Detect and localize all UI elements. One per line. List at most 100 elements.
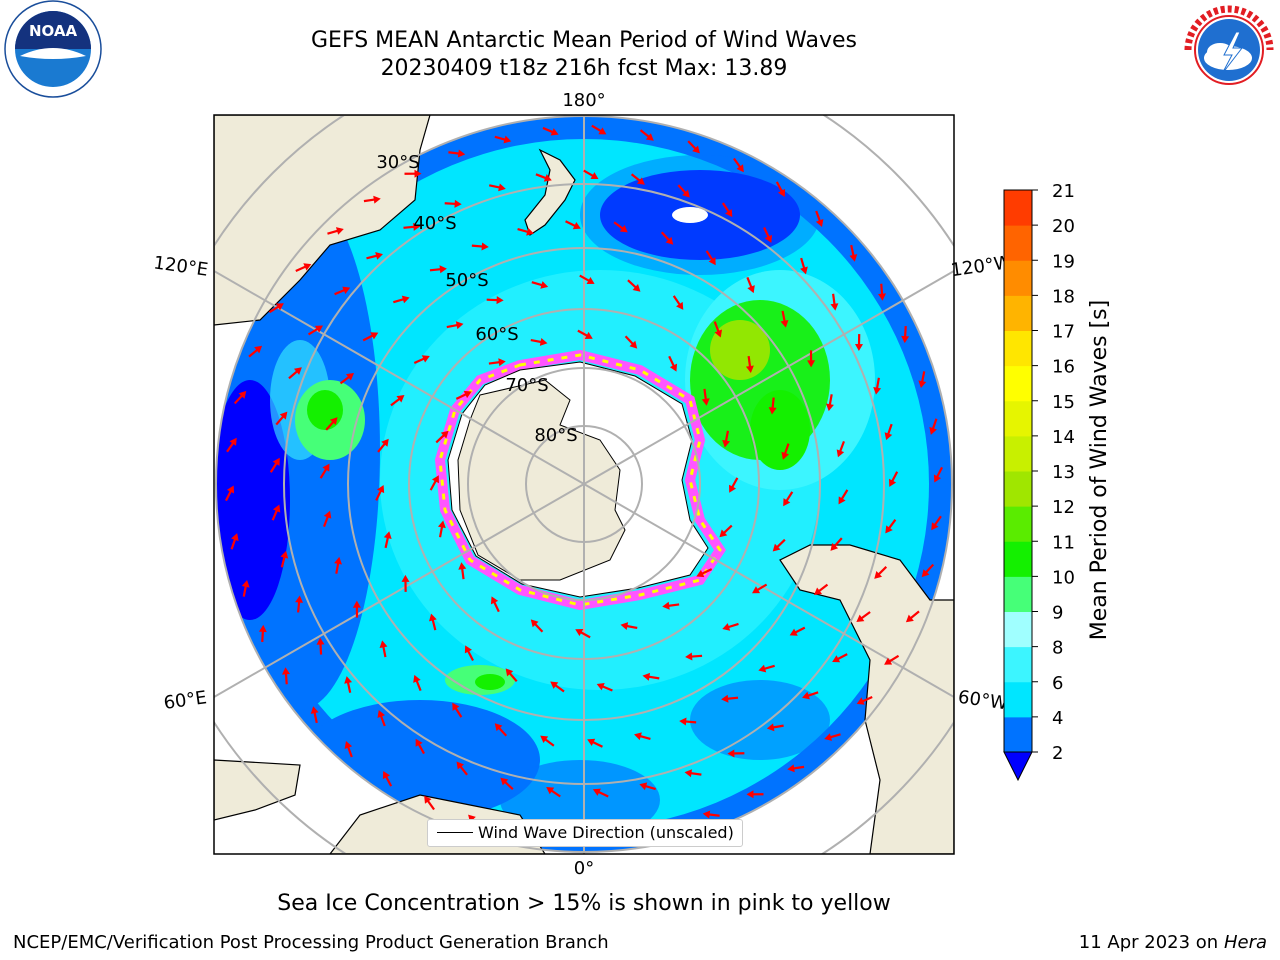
colorbar-swatch: [1004, 716, 1032, 753]
wave-direction-arrow: [295, 595, 304, 613]
wave-direction-arrow: [746, 276, 755, 294]
colorbar-tick-label: 9: [1052, 603, 1063, 624]
wave-direction-arrow: [901, 326, 910, 344]
wave-direction-arrow: [452, 702, 463, 718]
sea-ice-note: Sea Ice Concentration > 15% is shown in …: [277, 891, 891, 916]
wave-direction-arrow: [832, 653, 848, 663]
wave-direction-arrow: [722, 430, 731, 448]
colorbar-swatch: [1004, 260, 1032, 296]
wave-direction-arrow: [319, 463, 330, 479]
wave-direction-arrow: [334, 556, 342, 574]
wave-direction-arrow: [375, 485, 385, 501]
wave-direction-arrow: [490, 596, 500, 613]
wave-direction-arrow: [269, 457, 280, 473]
wave-direction-arrow: [722, 622, 739, 631]
wave-direction-arrow: [789, 626, 806, 636]
colorbar-swatch: [1004, 295, 1032, 331]
colorbar-tick-label: 16: [1052, 357, 1075, 378]
wave-direction-arrow: [486, 296, 504, 305]
colorbar-tick-label: 18: [1052, 286, 1075, 307]
wave-direction-arrow: [931, 515, 942, 531]
colorbar-tick-label: 20: [1052, 216, 1075, 237]
wave-direction-arrow: [464, 645, 475, 661]
wave-direction-arrow: [873, 377, 882, 395]
wave-direction-arrow: [745, 356, 754, 374]
wave-direction-arrow: [781, 443, 790, 460]
wave-direction-arrow: [327, 227, 344, 235]
wave-direction-arrow: [530, 619, 544, 633]
wave-direction-arrow: [856, 611, 871, 623]
wave-direction-arrow: [884, 423, 893, 441]
colorbar-tick-label: 8: [1052, 638, 1063, 659]
colorbar-tick-label: 15: [1052, 392, 1075, 413]
wave-direction-arrow: [933, 466, 944, 483]
wave-direction-arrow: [885, 519, 897, 534]
wave-direction-arrow: [662, 601, 680, 610]
wave-direction-arrow: [488, 358, 506, 367]
wave-direction-arrow: [424, 795, 435, 811]
wave-direction-arrow: [768, 397, 777, 415]
wave-direction-arrow: [288, 367, 302, 380]
wave-direction-arrow: [379, 640, 388, 658]
wave-direction-arrow: [677, 184, 690, 198]
lat-label-70s: 70°S: [505, 375, 548, 396]
wave-direction-arrow: [763, 227, 772, 243]
wave-direction-arrow: [687, 140, 700, 154]
colorbar-tick-label: 10: [1052, 567, 1075, 588]
lat-label-80s: 80°S: [534, 425, 577, 446]
wave-direction-arrow: [855, 334, 864, 352]
footer-machine: Hera: [1223, 932, 1267, 953]
wave-direction-arrow: [458, 562, 467, 580]
wave-direction-arrow: [685, 652, 703, 661]
wave-direction-arrow: [627, 279, 641, 292]
wave-direction-arrow: [565, 220, 581, 230]
map-legend: Wind Wave Direction (unscaled): [427, 819, 743, 847]
wave-direction-arrow: [719, 524, 733, 538]
wave-direction-arrow: [377, 710, 386, 727]
wave-direction-arrow: [620, 622, 638, 631]
wave-direction-arrow: [334, 286, 351, 296]
lat-label-50s: 50°S: [445, 270, 488, 291]
wave-direction-arrow: [505, 668, 518, 683]
colorbar: 2 4 6 8 9 10 11 12 13 14 15 16 17 18 19 20 21: [1003, 181, 1075, 782]
colorbar-label: Mean Period of Wind Waves [s]: [1087, 300, 1112, 640]
wave-direction-arrow: [752, 583, 768, 594]
wave-direction-arrow: [488, 183, 506, 192]
chart-title-line-1: GEFS MEAN Antarctic Mean Period of Wind …: [311, 28, 857, 53]
wave-direction-arrow: [344, 741, 353, 758]
wave-direction-arrow: [583, 169, 599, 180]
wave-direction-arrow: [362, 332, 379, 342]
wave-direction-arrow: [727, 749, 745, 758]
wave-direction-arrow: [836, 440, 845, 458]
wave-direction-arrow: [613, 221, 628, 233]
wave-direction-arrow: [494, 723, 508, 737]
wave-direction-arrow: [494, 135, 512, 144]
wave-direction-arrow: [233, 390, 247, 405]
wave-direction-arrow: [280, 550, 289, 568]
colorbar-swatch: [1004, 576, 1032, 612]
wave-direction-arrow: [224, 485, 235, 502]
wave-direction-arrow: [634, 732, 651, 741]
wave-direction-arrow: [624, 335, 638, 349]
lon-label-60e: 60°E: [162, 687, 208, 714]
wave-direction-arrow: [377, 438, 389, 453]
wave-direction-arrow: [921, 563, 935, 578]
wave-direction-arrow: [918, 371, 927, 389]
chart-title-line-2: 20230409 t18z 216h fcst Max: 13.89: [380, 56, 788, 81]
colorbar-swatch: [1004, 330, 1032, 367]
wave-direction-arrow: [546, 786, 561, 798]
wave-direction-arrow: [874, 566, 888, 579]
colorbar-swatch: [1004, 471, 1032, 507]
wave-direction-arrow: [826, 394, 834, 412]
wave-direction-arrow: [684, 769, 702, 778]
lat-label-30s: 30°S: [376, 152, 419, 173]
wave-direction-arrow: [733, 157, 744, 173]
wave-direction-arrow: [437, 520, 446, 538]
wave-direction-arrow: [413, 674, 422, 692]
wave-direction-arrow: [905, 610, 920, 623]
wave-direction-arrow: [226, 437, 237, 453]
colorbar-tick-label: 21: [1052, 181, 1075, 202]
wave-direction-arrow: [672, 295, 684, 310]
colorbar-swatch: [1004, 506, 1032, 542]
